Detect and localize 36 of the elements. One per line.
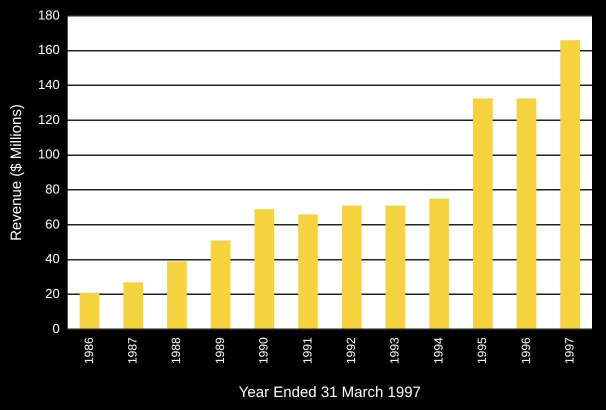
x-tick-label: 1997 [562, 336, 576, 364]
x-axis-title: Year Ended 31 March 1997 [238, 384, 421, 402]
bar [254, 209, 274, 329]
bar [429, 198, 449, 329]
y-tick-label: 100 [38, 146, 60, 162]
bar [123, 282, 144, 329]
bar [472, 98, 493, 329]
bar [516, 98, 536, 329]
y-tick-label: 140 [38, 77, 60, 92]
y-tick-label: 40 [45, 251, 60, 266]
bar [167, 261, 187, 329]
y-tick-label: 180 [38, 7, 60, 22]
x-tick-label: 1987 [126, 336, 140, 364]
x-tick-label: 1995 [475, 336, 490, 364]
bar [342, 206, 362, 329]
y-tick-label: 20 [45, 286, 60, 302]
x-tick-label: 1989 [212, 336, 227, 364]
x-tick-label: 1986 [82, 336, 96, 364]
bar [560, 40, 580, 329]
bar [298, 214, 318, 329]
x-tick-label: 1993 [388, 336, 402, 364]
x-tick-label: 1992 [344, 336, 358, 364]
x-tick-label: 1996 [518, 336, 533, 364]
bar [386, 206, 406, 329]
y-axis-title: Revenue ($ Millions) [8, 104, 26, 241]
x-tick-label: 1991 [300, 336, 314, 364]
bar [80, 292, 100, 329]
x-tick-label: 1990 [256, 336, 271, 364]
x-tick-label: 1988 [169, 336, 184, 364]
x-tick-label: 1994 [431, 336, 446, 364]
y-tick-label: 80 [45, 182, 60, 197]
y-tick-label: 160 [38, 42, 60, 58]
bar [210, 240, 230, 329]
y-tick-label: 60 [45, 216, 60, 232]
y-tick-label: 120 [38, 112, 60, 127]
y-tick-label: 0 [52, 320, 60, 336]
